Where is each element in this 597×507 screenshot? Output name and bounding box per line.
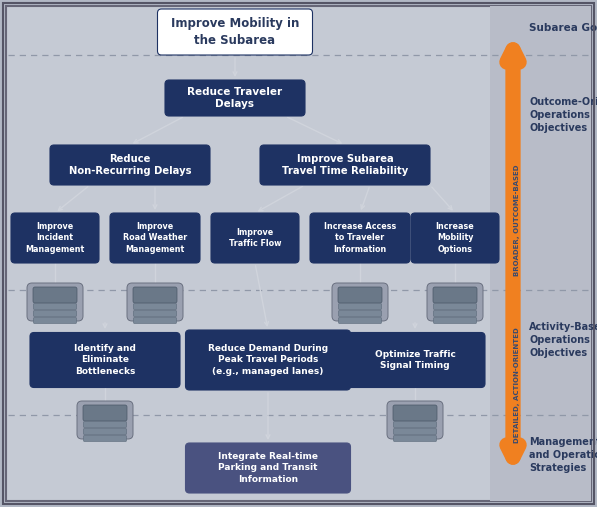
FancyBboxPatch shape [134,317,177,323]
FancyBboxPatch shape [338,304,381,309]
Text: Improve
Incident
Management: Improve Incident Management [26,223,85,254]
Text: Identify and
Eliminate
Bottlenecks: Identify and Eliminate Bottlenecks [74,344,136,376]
FancyBboxPatch shape [338,317,381,323]
Text: Optimize Traffic
Signal Timing: Optimize Traffic Signal Timing [374,350,456,370]
FancyBboxPatch shape [490,6,591,501]
Text: Management
and Operations
Strategies: Management and Operations Strategies [529,437,597,473]
Text: Improve
Road Weather
Management: Improve Road Weather Management [123,223,187,254]
FancyBboxPatch shape [393,436,436,442]
FancyBboxPatch shape [427,283,483,321]
FancyBboxPatch shape [186,330,350,390]
FancyBboxPatch shape [11,213,99,263]
FancyBboxPatch shape [211,213,299,263]
FancyBboxPatch shape [33,304,76,309]
Text: Outcome-Oriented
Operations
Objectives: Outcome-Oriented Operations Objectives [529,97,597,133]
FancyBboxPatch shape [393,421,436,427]
FancyBboxPatch shape [310,213,410,263]
Text: Reduce
Non-Recurring Delays: Reduce Non-Recurring Delays [69,154,191,176]
FancyBboxPatch shape [33,317,76,323]
FancyBboxPatch shape [433,317,476,323]
FancyBboxPatch shape [27,283,83,321]
FancyBboxPatch shape [411,213,499,263]
FancyBboxPatch shape [345,333,485,387]
FancyBboxPatch shape [84,436,127,442]
FancyBboxPatch shape [84,428,127,434]
FancyBboxPatch shape [393,405,437,421]
FancyBboxPatch shape [158,9,312,55]
FancyBboxPatch shape [84,421,127,427]
Text: Increase Access
to Traveler
Information: Increase Access to Traveler Information [324,223,396,254]
FancyBboxPatch shape [50,145,210,185]
FancyBboxPatch shape [33,310,76,316]
FancyBboxPatch shape [30,333,180,387]
FancyBboxPatch shape [83,405,127,421]
Text: Increase
Mobility
Options: Increase Mobility Options [436,223,475,254]
FancyBboxPatch shape [134,304,177,309]
FancyBboxPatch shape [127,283,183,321]
FancyBboxPatch shape [332,283,388,321]
FancyBboxPatch shape [338,287,382,303]
FancyBboxPatch shape [134,310,177,316]
Text: Improve Subarea
Travel Time Reliability: Improve Subarea Travel Time Reliability [282,154,408,176]
Text: Improve Mobility in
the Subarea: Improve Mobility in the Subarea [171,18,299,47]
FancyBboxPatch shape [393,428,436,434]
FancyBboxPatch shape [77,401,133,439]
Text: Subarea Goals: Subarea Goals [529,23,597,33]
FancyBboxPatch shape [33,287,77,303]
FancyBboxPatch shape [133,287,177,303]
FancyBboxPatch shape [186,443,350,493]
Text: BROADER, OUTCOME-BASED: BROADER, OUTCOME-BASED [514,164,520,276]
Text: Integrate Real-time
Parking and Transit
Information: Integrate Real-time Parking and Transit … [218,452,318,484]
FancyBboxPatch shape [433,287,477,303]
FancyBboxPatch shape [387,401,443,439]
FancyBboxPatch shape [338,310,381,316]
FancyBboxPatch shape [110,213,200,263]
FancyBboxPatch shape [6,6,591,501]
FancyBboxPatch shape [433,310,476,316]
Text: DETAILED, ACTION-ORIENTED: DETAILED, ACTION-ORIENTED [514,327,520,443]
FancyBboxPatch shape [260,145,430,185]
FancyBboxPatch shape [433,304,476,309]
Text: Improve
Traffic Flow: Improve Traffic Flow [229,228,281,248]
FancyBboxPatch shape [165,80,305,116]
Text: Activity-Based
Operations
Objectives: Activity-Based Operations Objectives [529,322,597,358]
Text: Reduce Traveler
Delays: Reduce Traveler Delays [187,87,282,109]
Text: Reduce Demand During
Peak Travel Periods
(e.g., managed lanes): Reduce Demand During Peak Travel Periods… [208,344,328,376]
